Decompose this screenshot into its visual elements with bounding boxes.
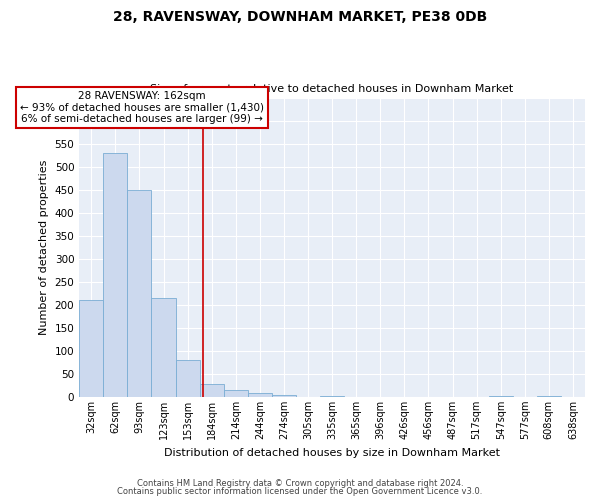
Bar (320, 396, 344, 397)
Text: Contains HM Land Registry data © Crown copyright and database right 2024.: Contains HM Land Registry data © Crown c… (137, 478, 463, 488)
Text: 28 RAVENSWAY: 162sqm
← 93% of detached houses are smaller (1,430)
6% of semi-det: 28 RAVENSWAY: 162sqm ← 93% of detached h… (20, 91, 264, 124)
Text: 28, RAVENSWAY, DOWNHAM MARKET, PE38 0DB: 28, RAVENSWAY, DOWNHAM MARKET, PE38 0DB (113, 10, 487, 24)
Bar (79, 300, 103, 397)
Bar (151, 298, 176, 397)
Bar (176, 360, 200, 397)
Text: Contains public sector information licensed under the Open Government Licence v3: Contains public sector information licen… (118, 487, 482, 496)
Bar (224, 390, 248, 397)
Bar (127, 190, 151, 397)
Bar (488, 396, 513, 397)
Y-axis label: Number of detached properties: Number of detached properties (39, 160, 49, 335)
X-axis label: Distribution of detached houses by size in Downham Market: Distribution of detached houses by size … (164, 448, 500, 458)
Bar (248, 393, 272, 397)
Bar (537, 396, 561, 397)
Bar (103, 153, 127, 397)
Title: Size of property relative to detached houses in Downham Market: Size of property relative to detached ho… (151, 84, 514, 94)
Bar (200, 384, 224, 397)
Bar (272, 394, 296, 397)
